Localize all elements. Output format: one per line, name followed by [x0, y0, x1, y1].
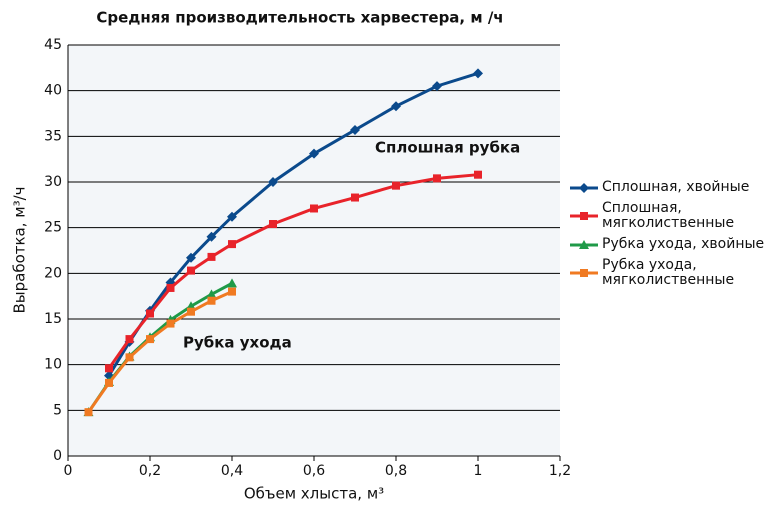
point — [126, 335, 134, 343]
point — [167, 320, 175, 328]
legend-marker — [580, 269, 588, 277]
legend: Сплошная, хвойные Сплошная, мягколиственн… — [570, 180, 770, 294]
legend-item: Рубка ухода, хвойные — [570, 237, 770, 252]
legend-label: Сплошная, хвойные — [602, 180, 749, 195]
legend-item: Сплошная, хвойные — [570, 180, 770, 195]
point — [187, 308, 195, 316]
point — [310, 204, 318, 212]
legend-marker — [579, 183, 589, 193]
x-tick-label: 1 — [474, 463, 483, 479]
y-tick-label: 10 — [44, 357, 62, 373]
x-tick-label: 0,2 — [139, 463, 161, 479]
legend-swatch — [570, 210, 598, 222]
plot-background — [68, 45, 560, 456]
y-tick-label: 30 — [44, 174, 62, 190]
point — [474, 171, 482, 179]
point — [392, 182, 400, 190]
y-tick-label: 20 — [44, 265, 62, 281]
x-axis-title: Объем хлыста, м³ — [244, 485, 384, 503]
point — [126, 353, 134, 361]
point — [187, 267, 195, 275]
y-tick-label: 25 — [44, 220, 62, 236]
point — [228, 288, 236, 296]
x-tick-label: 0,4 — [221, 463, 243, 479]
point — [105, 364, 113, 372]
legend-swatch — [570, 239, 598, 251]
point — [228, 240, 236, 248]
y-axis-title: Выработка, м³/ч — [11, 186, 29, 313]
x-tick-label: 0,6 — [303, 463, 325, 479]
point — [146, 335, 154, 343]
point — [433, 174, 441, 182]
y-tick-label: 0 — [53, 448, 62, 464]
x-tick-label: 0 — [64, 463, 73, 479]
annotation: Рубка ухода — [183, 334, 292, 352]
chart-page: Средняя производительность харвестера, м… — [0, 0, 775, 509]
chart-title: Средняя производительность харвестера, м… — [96, 9, 503, 27]
y-tick-label: 15 — [44, 311, 62, 327]
point — [269, 220, 277, 228]
y-tick-label: 5 — [53, 402, 62, 418]
y-tick-label: 40 — [44, 83, 62, 99]
point — [208, 297, 216, 305]
legend-label: Сплошная, мягколиственные — [602, 201, 767, 231]
legend-swatch — [570, 182, 598, 194]
y-tick-label: 35 — [44, 128, 62, 144]
point — [105, 379, 113, 387]
legend-item: Рубка ухода, мягколиственные — [570, 258, 770, 288]
point — [85, 408, 93, 416]
x-tick-label: 0,8 — [385, 463, 407, 479]
point — [146, 310, 154, 318]
y-tick-label: 45 — [44, 37, 62, 53]
legend-marker — [580, 212, 588, 220]
legend-label: Рубка ухода, мягколиственные — [602, 258, 767, 288]
point — [351, 194, 359, 202]
legend-label: Рубка ухода, хвойные — [602, 237, 764, 252]
legend-swatch — [570, 267, 598, 279]
annotation: Сплошная рубка — [375, 139, 520, 157]
point — [208, 253, 216, 261]
legend-item: Сплошная, мягколиственные — [570, 201, 770, 231]
x-tick-label: 1,2 — [549, 463, 571, 479]
point — [167, 284, 175, 292]
